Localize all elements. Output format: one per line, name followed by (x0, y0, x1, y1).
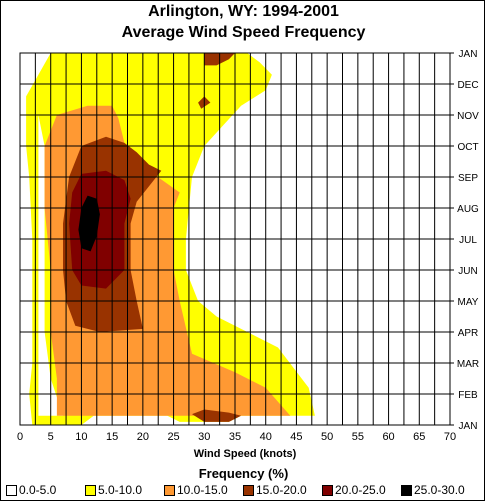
legend-item: 25.0-30.0 (401, 483, 465, 497)
legend-swatch (401, 484, 412, 496)
legend-item: 15.0-20.0 (243, 483, 307, 497)
x-tick-label: 40 (260, 431, 272, 443)
x-tick-label: 35 (229, 431, 241, 443)
chart-title: Arlington, WY: 1994-2001 (148, 3, 339, 20)
y-tick-label: NOV (457, 111, 479, 122)
legend-swatch (243, 484, 254, 496)
chart-subtitle: Average Wind Speed Frequency (121, 24, 366, 41)
x-tick-label: 60 (382, 431, 394, 443)
y-tick-label: OCT (457, 142, 478, 153)
legend-label: 25.0-30.0 (414, 483, 465, 497)
x-tick-label: 0 (17, 431, 23, 443)
y-tick-label: MAR (457, 359, 479, 370)
y-tick-label: JUL (459, 235, 477, 246)
legend-label: 5.0-10.0 (98, 483, 143, 497)
legend-swatch (6, 484, 17, 496)
y-tick-label: AUG (457, 204, 479, 215)
legend-item: 10.0-15.0 (164, 483, 228, 497)
x-tick-label: 70 (444, 431, 456, 443)
legend-swatch (164, 484, 175, 496)
legend-swatch (85, 484, 96, 496)
legend-label: 15.0-20.0 (256, 483, 307, 497)
y-tick-label: JAN (459, 421, 478, 432)
y-tick-label: FEB (458, 390, 478, 401)
legend-title: Frequency (%) (198, 466, 289, 481)
x-tick-label: 65 (413, 431, 425, 443)
x-tick-label: 5 (48, 431, 54, 443)
legend-label: 10.0-15.0 (177, 483, 228, 497)
y-tick-label: SEP (458, 173, 478, 184)
x-tick-label: 30 (198, 431, 210, 443)
y-tick-label: APR (458, 328, 479, 339)
y-tick-label: MAY (458, 297, 479, 308)
y-tick-label: DEC (457, 80, 478, 91)
x-tick-label: 15 (106, 431, 118, 443)
x-axis-label: Wind Speed (knots) (194, 448, 297, 460)
y-tick-label: JUN (458, 266, 477, 277)
x-tick-label: 50 (321, 431, 333, 443)
legend-label: 20.0-25.0 (335, 483, 386, 497)
legend-item: 20.0-25.0 (322, 483, 386, 497)
x-tick-label: 10 (75, 431, 87, 443)
legend-swatch (322, 484, 333, 496)
x-tick-label: 20 (137, 431, 149, 443)
contour-band-20_0-25_0 (69, 170, 131, 289)
legend-label: 0.0-5.0 (19, 483, 57, 497)
contour-band-25_0-30_0 (78, 195, 100, 252)
legend-item: 5.0-10.0 (85, 483, 142, 497)
x-tick-label: 25 (167, 431, 179, 443)
plot-border (19, 52, 451, 426)
x-tick-label: 45 (290, 431, 302, 443)
y-tick-label: JAN (459, 49, 478, 60)
legend: 0.0-5.0 5.0-10.0 10.0-15.0 15.0-20.0 20.0-25… (6, 483, 481, 498)
legend-item: 0.0-5.0 (6, 483, 56, 497)
x-tick-label: 55 (352, 431, 364, 443)
